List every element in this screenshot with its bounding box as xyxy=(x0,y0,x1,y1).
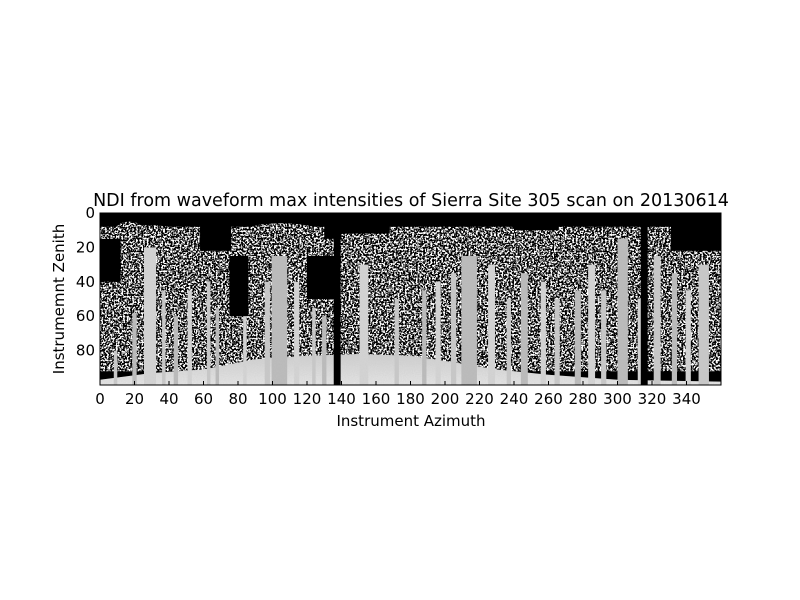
tree-trunk xyxy=(143,247,157,385)
trunk-layer xyxy=(113,238,709,385)
tree-trunk xyxy=(435,281,441,385)
tree-trunk xyxy=(520,273,528,385)
tree-crown xyxy=(232,223,330,251)
tree-trunk xyxy=(359,264,369,385)
y-tick-label: 80 xyxy=(76,342,95,360)
x-tick-label: 140 xyxy=(327,390,356,408)
tree-trunk xyxy=(588,264,596,385)
sky-gap xyxy=(670,213,721,251)
tree-trunk xyxy=(451,273,457,385)
tree-trunk xyxy=(264,281,270,385)
ground-layer xyxy=(100,354,721,385)
x-tick-label: 200 xyxy=(431,390,460,408)
tree-trunk xyxy=(113,350,118,385)
tree-trunk xyxy=(162,290,166,385)
x-tick-label: 260 xyxy=(534,390,563,408)
dark-band xyxy=(640,213,648,385)
tree-trunk xyxy=(461,256,477,385)
tree-trunk xyxy=(506,299,511,385)
sky-gap xyxy=(229,256,249,317)
tree-trunk xyxy=(685,290,691,385)
sky-gap xyxy=(200,213,232,251)
sky-gap xyxy=(341,213,390,234)
tree-trunk xyxy=(653,256,661,385)
tree-trunk xyxy=(173,316,179,385)
x-tick-label: 120 xyxy=(293,390,322,408)
x-tick-label: 100 xyxy=(258,390,287,408)
plot-area xyxy=(100,213,721,385)
tree-trunk xyxy=(540,281,546,385)
tree-trunk xyxy=(187,290,192,385)
x-tick-label: 0 xyxy=(95,390,105,408)
y-tick-label: 60 xyxy=(76,307,95,325)
tree-crown xyxy=(565,228,642,256)
x-tick-label: 300 xyxy=(603,390,632,408)
x-tick-label: 180 xyxy=(396,390,425,408)
tree-trunk xyxy=(617,238,628,385)
tree-trunk xyxy=(206,281,211,385)
tree-trunk xyxy=(488,264,496,385)
tree-trunk xyxy=(637,299,643,385)
tree-trunk xyxy=(671,273,678,385)
tree-crown xyxy=(115,221,144,239)
ground-surface xyxy=(100,354,721,385)
tree-trunk xyxy=(294,281,300,385)
x-tick-label: 20 xyxy=(125,390,144,408)
sky-gap xyxy=(100,238,121,282)
tree-trunk xyxy=(554,299,560,385)
tree-trunk xyxy=(243,316,247,385)
x-tick-label: 240 xyxy=(500,390,529,408)
sky-gap xyxy=(514,213,559,231)
x-axis: 0 20 40 60 80 100 120 140 160 180 200 220 240 260 280 3… xyxy=(95,213,701,408)
x-tick-label: 220 xyxy=(465,390,494,408)
x-tick-label: 340 xyxy=(672,390,701,408)
tree-trunk xyxy=(271,256,288,385)
chart-title: NDI from waveform max intensities of Sie… xyxy=(93,191,729,211)
tree-trunk xyxy=(322,316,327,385)
y-tick-label: 20 xyxy=(76,238,95,256)
tree-trunk xyxy=(132,312,137,385)
x-tick-label: 60 xyxy=(194,390,213,408)
y-axis: 0 20 40 60 80 xyxy=(76,204,721,360)
tree-crown xyxy=(660,250,682,313)
x-axis-label: Instrument Azimuth xyxy=(336,412,485,430)
dark-band-layer xyxy=(333,213,648,385)
y-tick-label: 0 xyxy=(85,204,95,222)
tree-crown xyxy=(343,250,395,279)
x-tick-label: 280 xyxy=(569,390,598,408)
tree-trunk xyxy=(601,290,607,385)
x-tick-label: 160 xyxy=(362,390,391,408)
sky-gap xyxy=(307,256,335,299)
dark-band xyxy=(333,213,341,385)
tree-trunk xyxy=(574,290,581,385)
x-tick-label: 40 xyxy=(159,390,178,408)
y-axis-label: Instrumemnt Zenith xyxy=(50,224,68,374)
tree-trunk xyxy=(215,307,220,385)
tree-trunk xyxy=(698,264,709,385)
tree-trunk xyxy=(422,290,427,385)
x-tick-label: 80 xyxy=(228,390,247,408)
tree-trunk xyxy=(312,307,316,385)
x-tick-label: 320 xyxy=(638,390,667,408)
tree-trunk xyxy=(394,299,399,385)
y-tick-label: 40 xyxy=(76,273,95,291)
tree-crown xyxy=(527,285,577,341)
